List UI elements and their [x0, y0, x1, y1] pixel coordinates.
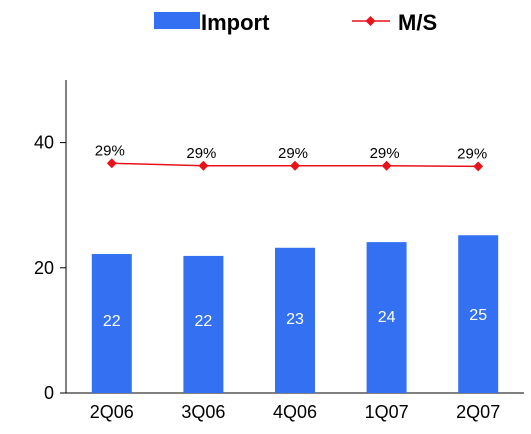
x-labels: 2Q06 3Q06 4Q06 1Q07 2Q07 [90, 402, 500, 422]
legend-swatch-ms-marker [365, 16, 376, 26]
y-tick-label: 0 [44, 383, 54, 403]
ms-marker [381, 160, 392, 171]
x-tick-label: 4Q06 [273, 402, 317, 422]
ms-value-label: 29% [370, 145, 400, 162]
legend-label-import: Import [201, 10, 270, 35]
ms-value-label: 29% [95, 142, 125, 159]
import-bar [183, 255, 224, 393]
x-tick-label: 1Q07 [365, 402, 409, 422]
import-bar [458, 235, 499, 393]
ms-value-label: 29% [186, 145, 216, 162]
legend-label-ms: M/S [398, 10, 437, 35]
ms-marker [198, 160, 209, 171]
import-bar-label: 25 [469, 307, 487, 324]
import-bar-label: 22 [103, 313, 121, 330]
import-bar-label: 24 [378, 309, 396, 326]
ms-line-series [106, 158, 484, 172]
ms-marker [290, 160, 300, 171]
x-tick-label: 3Q06 [181, 402, 225, 422]
bars [91, 235, 499, 393]
ms-marker [473, 161, 484, 172]
ms-marker [106, 158, 117, 169]
import-bar [275, 247, 315, 393]
x-tick-label: 2Q06 [90, 402, 134, 422]
import-bar-label: 23 [286, 311, 304, 328]
x-tick-label: 2Q07 [456, 402, 500, 422]
ms-value-label: 29% [278, 145, 308, 162]
import-bar [366, 242, 407, 393]
bar-labels: 22 22 23 24 25 [103, 307, 487, 330]
legend: Import M/S [154, 10, 437, 35]
ms-labels: 29% 29% 29% 29% 29% [95, 142, 487, 162]
y-tick-label: 40 [34, 133, 54, 153]
import-bar-label: 22 [195, 313, 213, 330]
y-ticks: 0 20 40 [34, 133, 66, 403]
legend-swatch-import [154, 12, 200, 29]
import-bar [91, 254, 132, 393]
ms-value-label: 29% [457, 145, 487, 162]
y-tick-label: 20 [34, 258, 54, 278]
